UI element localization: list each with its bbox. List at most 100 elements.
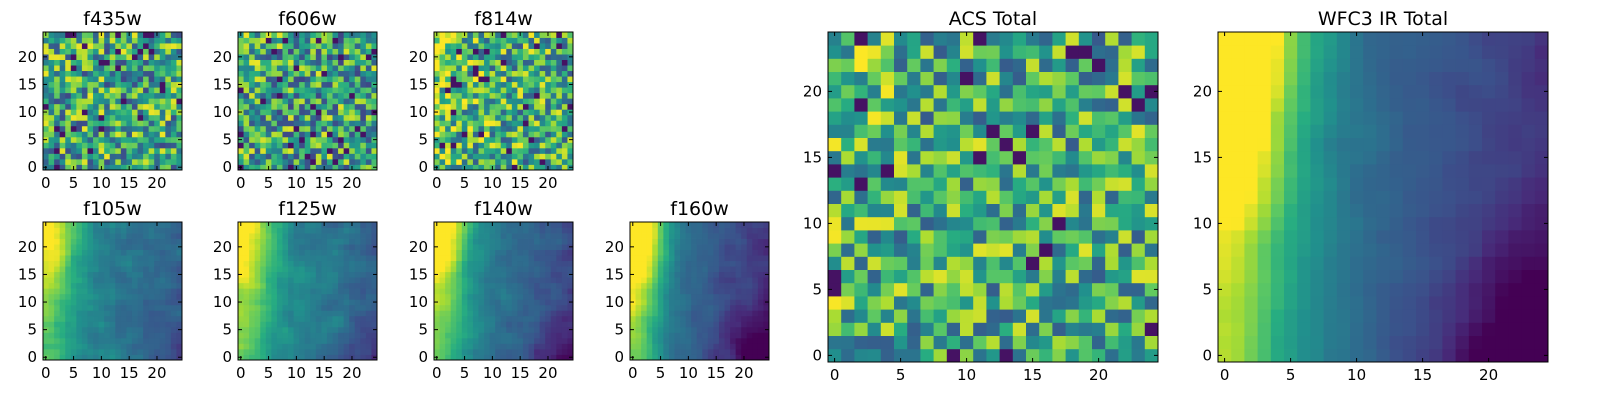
heatmap-cell <box>110 49 116 55</box>
heatmap-cell <box>467 222 473 228</box>
heatmap-cell <box>327 244 333 250</box>
heatmap-cell <box>327 148 333 154</box>
heatmap-cell <box>60 65 66 71</box>
heatmap-cell <box>556 38 562 44</box>
heatmap-cell <box>881 164 895 178</box>
heatmap-cell <box>249 255 255 261</box>
heatmap-cell <box>154 283 160 289</box>
heatmap-cell <box>132 38 138 44</box>
heatmap-cell <box>54 244 60 250</box>
heatmap-cell <box>540 98 546 104</box>
heatmap-cell <box>299 305 305 311</box>
heatmap-cell <box>110 283 116 289</box>
heatmap-cell <box>93 261 99 267</box>
heatmap-cell <box>260 244 266 250</box>
heatmap-cell <box>76 120 82 126</box>
heatmap-cell <box>736 239 742 245</box>
heatmap-cell <box>99 104 105 110</box>
heatmap-cell <box>132 349 138 355</box>
heatmap-cell <box>160 305 166 311</box>
heatmap-cell <box>249 222 255 228</box>
heatmap-cell <box>255 321 261 327</box>
heatmap-cell <box>495 109 501 115</box>
heatmap-cell <box>556 261 562 267</box>
heatmap-cell <box>451 244 457 250</box>
heatmap-cell <box>960 151 974 165</box>
heatmap-cell <box>484 261 490 267</box>
heatmap-cell <box>691 250 697 256</box>
heatmap-cell <box>338 148 344 154</box>
heatmap-cell <box>349 250 355 256</box>
heatmap-cell <box>517 261 523 267</box>
heatmap-cell <box>244 266 250 272</box>
heatmap-cell <box>244 49 250 55</box>
heatmap-cell <box>702 343 708 349</box>
heatmap-cell <box>255 233 261 239</box>
heatmap-cell <box>126 283 132 289</box>
heatmap-cell <box>143 255 149 261</box>
heatmap-cell <box>1105 256 1119 270</box>
heatmap-cell <box>171 120 177 126</box>
heatmap-cell <box>719 343 725 349</box>
heatmap-cell <box>165 266 171 272</box>
heatmap-cell <box>473 76 479 82</box>
heatmap-cell <box>76 142 82 148</box>
heatmap-cell <box>104 244 110 250</box>
heatmap-cell <box>160 261 166 267</box>
heatmap-cell <box>316 38 322 44</box>
heatmap-cell <box>730 277 736 283</box>
heatmap-cell <box>534 332 540 338</box>
heatmap-cell <box>316 261 322 267</box>
heatmap-cell <box>43 321 49 327</box>
heatmap-cell <box>658 316 664 322</box>
heatmap-cell <box>445 305 451 311</box>
heatmap-cell <box>87 82 93 88</box>
heatmap-cell <box>641 233 647 239</box>
heatmap-cell <box>445 76 451 82</box>
heatmap-cell <box>907 322 921 336</box>
heatmap-cell <box>894 190 908 204</box>
heatmap-cell <box>725 228 731 234</box>
heatmap-cell <box>149 316 155 322</box>
heatmap-cell <box>934 256 948 270</box>
heatmap-cell <box>529 338 535 344</box>
heatmap-cell <box>76 310 82 316</box>
heatmap-cell <box>647 288 653 294</box>
heatmap-cell <box>512 87 518 93</box>
heatmap-cell <box>271 272 277 278</box>
heatmap-cell <box>652 261 658 267</box>
heatmap-cell <box>327 288 333 294</box>
heatmap-cell <box>277 65 283 71</box>
heatmap-cell <box>160 288 166 294</box>
heatmap-cell <box>160 239 166 245</box>
heatmap-cell <box>506 228 512 234</box>
heatmap-cell <box>506 255 512 261</box>
heatmap-cell <box>973 296 987 310</box>
heatmap-cell <box>171 338 177 344</box>
heatmap-cell <box>501 233 507 239</box>
heatmap-cell <box>1079 283 1093 297</box>
heatmap-cell <box>725 316 731 322</box>
heatmap-cell <box>501 120 507 126</box>
heatmap-cell <box>556 65 562 71</box>
heatmap-cell <box>143 261 149 267</box>
heatmap-cell <box>490 104 496 110</box>
heatmap-cell <box>60 71 66 77</box>
heatmap-cell <box>132 338 138 344</box>
heatmap-cell <box>484 321 490 327</box>
heatmap-cell <box>934 151 948 165</box>
heatmap-cell <box>1145 296 1159 310</box>
heatmap-cell <box>562 87 568 93</box>
heatmap-cell <box>758 261 764 267</box>
heatmap-cell <box>338 272 344 278</box>
heatmap-cell <box>266 98 272 104</box>
heatmap-cell <box>260 109 266 115</box>
heatmap-cell <box>1066 243 1080 257</box>
heatmap-cell <box>327 343 333 349</box>
heatmap-cell <box>288 222 294 228</box>
heatmap-cell <box>708 305 714 311</box>
heatmap-cell <box>473 277 479 283</box>
heatmap-cell <box>288 38 294 44</box>
heatmap-cell <box>562 277 568 283</box>
heatmap-cell <box>551 76 557 82</box>
